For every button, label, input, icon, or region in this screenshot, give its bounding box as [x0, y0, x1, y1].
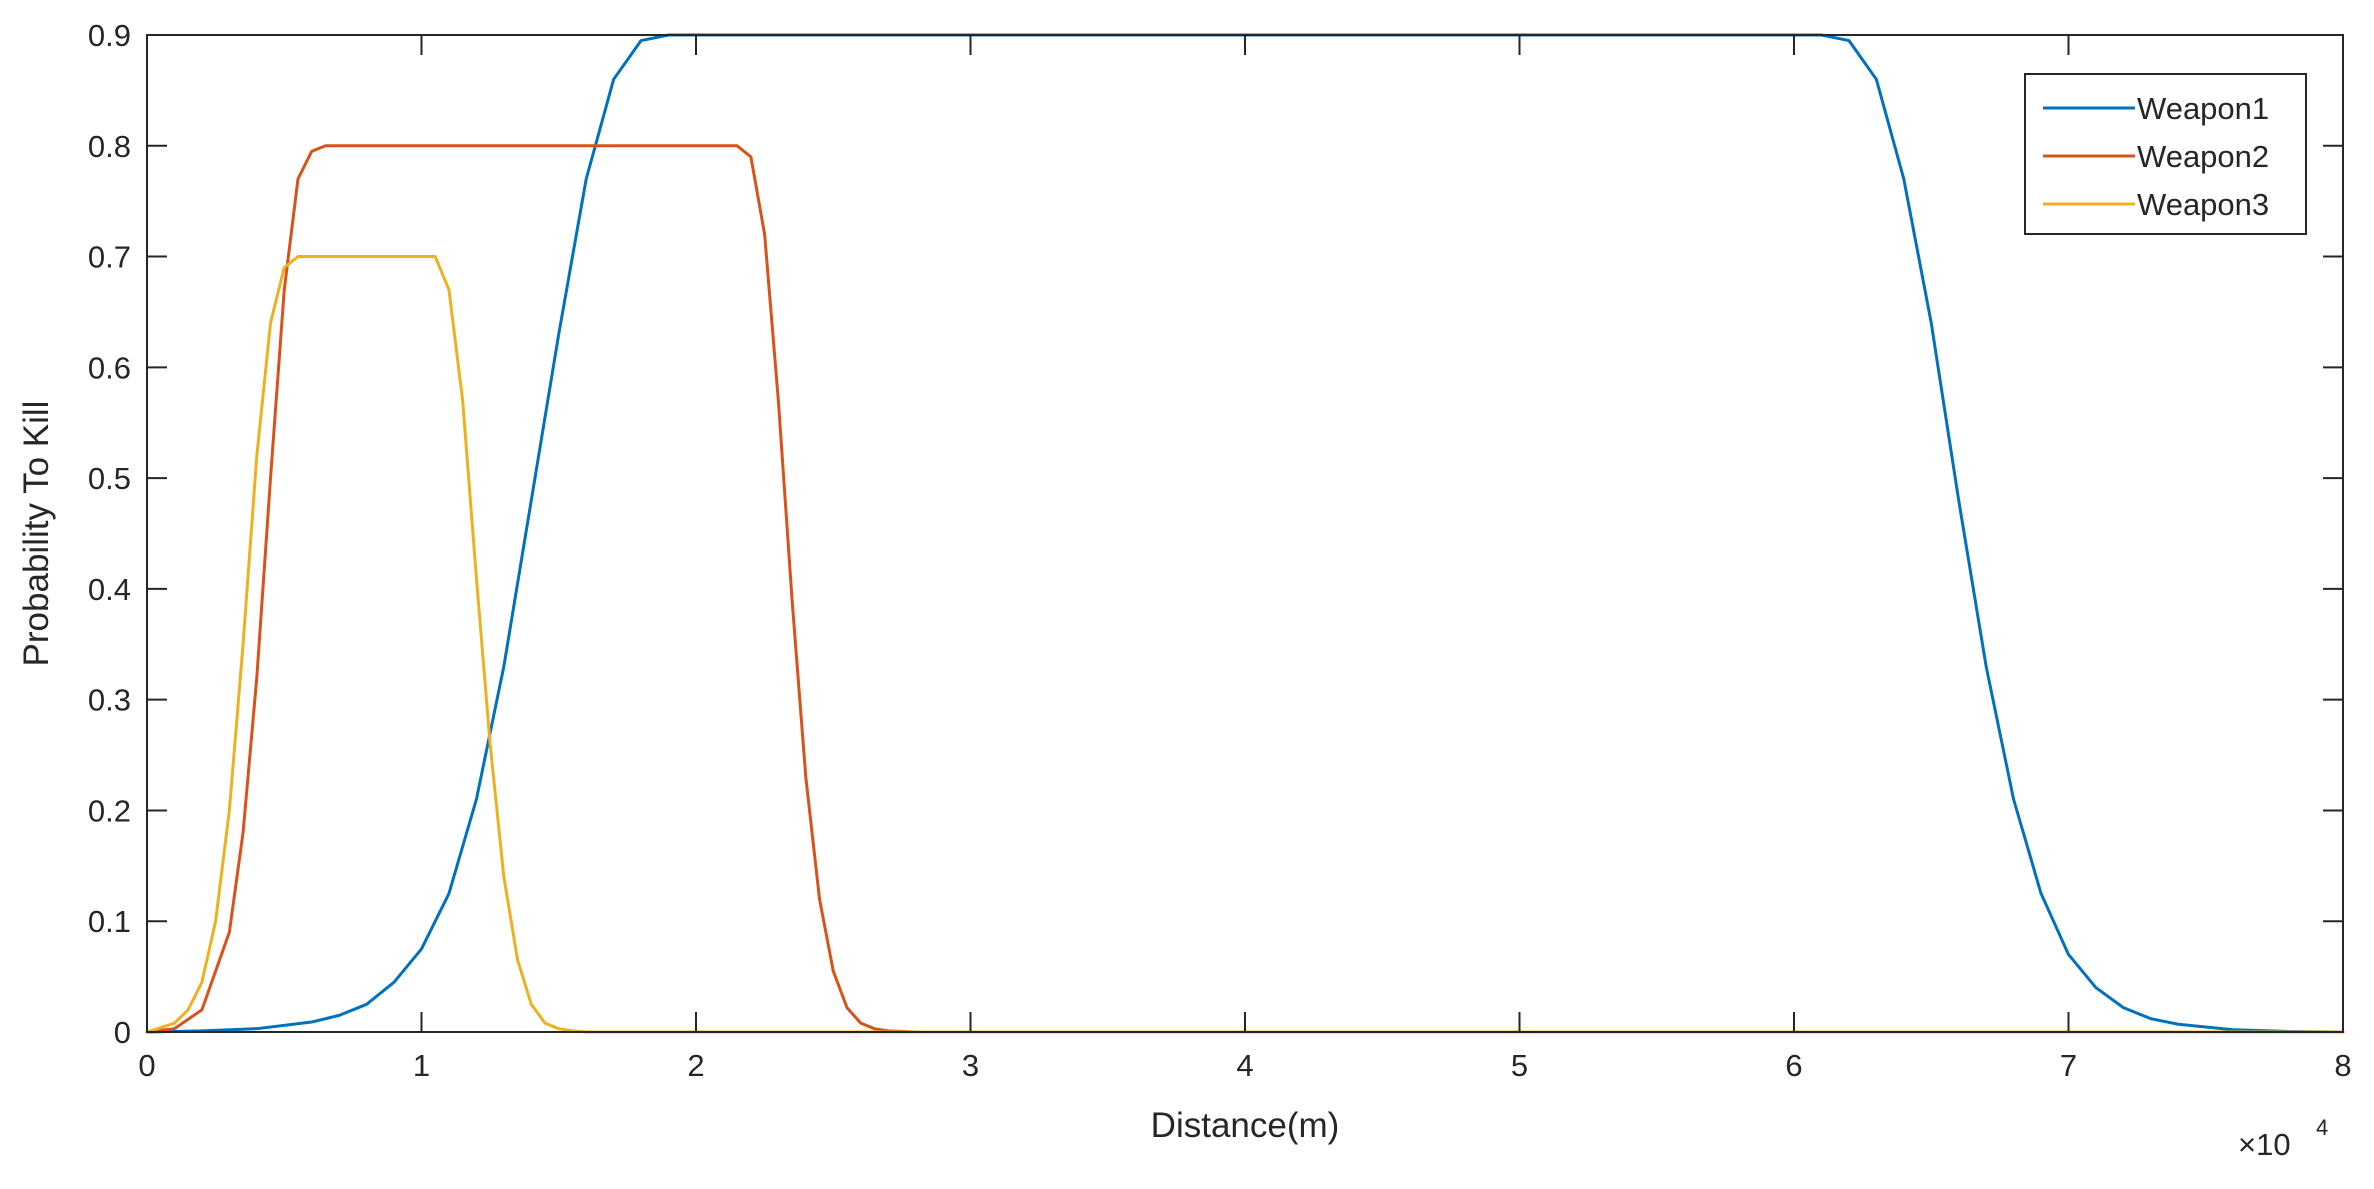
x-tick-label: 6 [1785, 1048, 1802, 1083]
y-tick-label: 0.1 [88, 904, 131, 939]
x-tick-label: 8 [2334, 1048, 2351, 1083]
x-tick-label: 7 [2060, 1048, 2077, 1083]
series-line-weapon2 [145, 144, 2345, 1034]
y-tick-label: 0 [114, 1015, 131, 1050]
plot-area [145, 33, 2345, 1034]
x-tick-label: 1 [413, 1048, 430, 1083]
x-tick-label: 3 [962, 1048, 979, 1083]
y-tick-label: 0.7 [88, 240, 131, 275]
y-tick-label: 0.8 [88, 129, 131, 164]
y-tick-label: 0.5 [88, 461, 131, 496]
x-tick-label: 5 [1511, 1048, 1528, 1083]
y-tick-label: 0.3 [88, 683, 131, 718]
legend-label-weapon1: Weapon1 [2137, 91, 2269, 126]
x-tick-label: 2 [687, 1048, 704, 1083]
y-tick-label: 0.6 [88, 350, 131, 385]
y-tick-label: 0.9 [88, 18, 131, 53]
y-axis: 0 0.1 0.2 0.3 0.4 0.5 0.6 0.7 0.8 0.9 [88, 18, 2343, 1050]
legend-label-weapon2: Weapon2 [2137, 139, 2269, 174]
x-tick-label: 4 [1236, 1048, 1253, 1083]
plot-background [147, 35, 2343, 1032]
series-line-weapon3 [145, 255, 2345, 1034]
x-tick-label: 0 [138, 1048, 155, 1083]
x-axis-exponent-power: 4 [2316, 1115, 2328, 1140]
y-axis-label: Probability To Kill [17, 401, 56, 667]
x-axis: 0 1 2 3 4 5 6 7 8 [138, 35, 2352, 1083]
legend-label-weapon3: Weapon3 [2137, 187, 2269, 222]
x-axis-exponent: ×10 4 [2238, 1115, 2328, 1162]
x-axis-exponent-base: ×10 [2238, 1127, 2291, 1162]
y-tick-label: 0.4 [88, 572, 131, 607]
x-axis-label: Distance(m) [1151, 1106, 1340, 1145]
legend-box [2024, 73, 2307, 235]
y-tick-label: 0.2 [88, 793, 131, 828]
legend: Weapon1 Weapon2 Weapon3 [2024, 73, 2307, 235]
